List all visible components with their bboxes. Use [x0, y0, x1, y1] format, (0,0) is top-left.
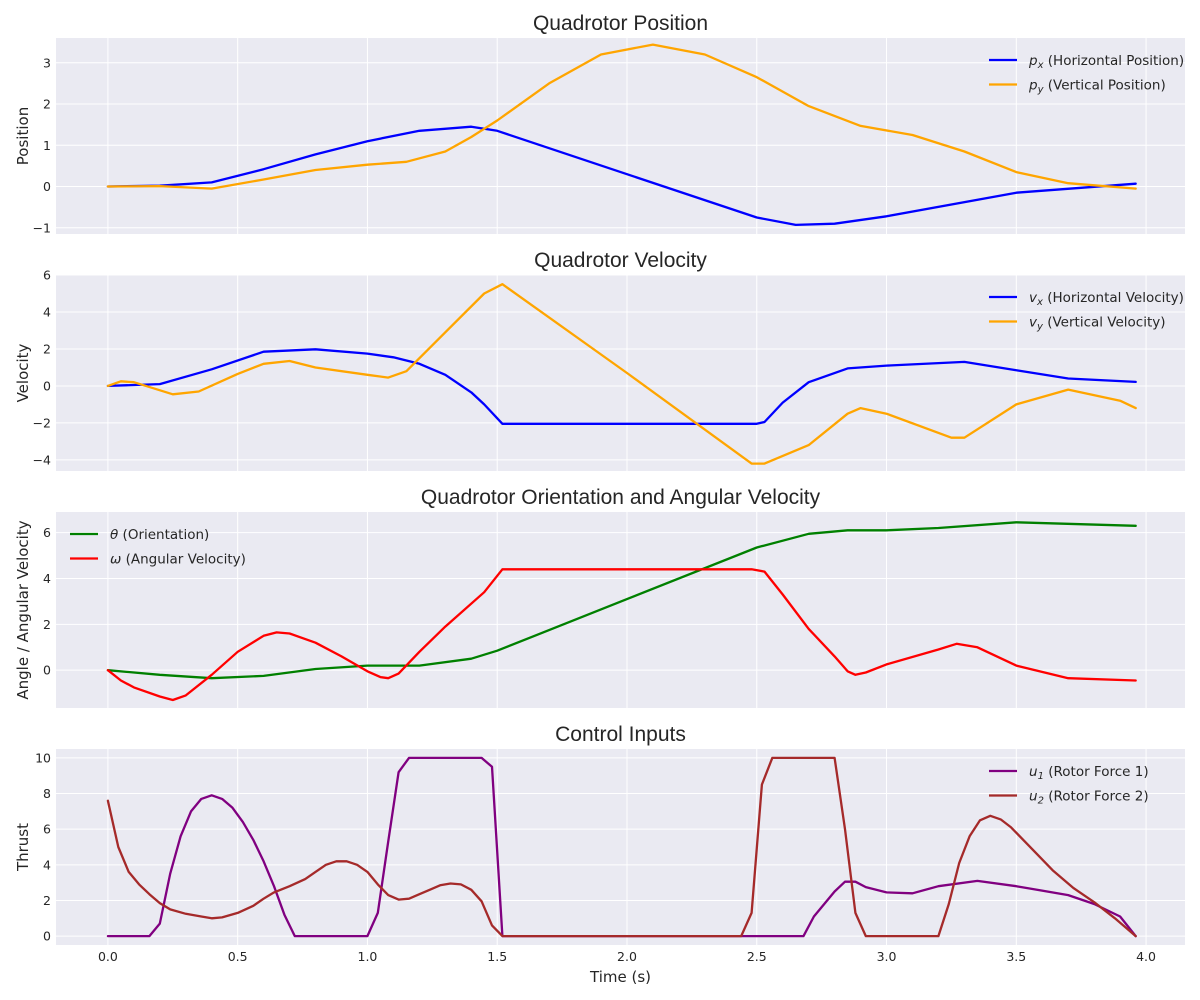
y-tick-label: 2 [43, 341, 51, 356]
x-tick-label: 1.5 [487, 949, 507, 964]
x-tick-label: 0.0 [98, 949, 118, 964]
y-tick-label: 0 [43, 179, 51, 194]
series-line-1 [106, 348, 1137, 425]
x-tick-label: 1.0 [358, 949, 378, 964]
y-tick-label: 0 [43, 378, 51, 393]
x-tick-label: 0.5 [228, 949, 248, 964]
series-line-1 [106, 756, 1137, 938]
series-line-1 [106, 521, 1137, 680]
legend-label: py (Vertical Position) [1028, 78, 1166, 96]
y-tick-label: 6 [43, 822, 51, 837]
plot-background [56, 38, 1185, 234]
y-tick-label: 4 [43, 571, 51, 586]
legend-label: u1 (Rotor Force 1) [1029, 764, 1149, 782]
x-tick-label: 4.0 [1136, 949, 1156, 964]
series-line-2 [106, 43, 1137, 190]
chart-panel-3: Quadrotor Orientation and Angular Veloci… [14, 486, 1185, 708]
series-line-2 [106, 568, 1137, 702]
y-tick-label: 2 [43, 617, 51, 632]
chart-title: Control Inputs [555, 723, 686, 746]
y-tick-label: 3 [43, 55, 51, 70]
y-tick-label: 2 [43, 893, 51, 908]
y-axis-label: Thrust [14, 823, 32, 872]
series-line-2 [106, 756, 1137, 938]
x-axis-label: Time (s) [589, 968, 651, 986]
y-tick-label: 0 [43, 663, 51, 678]
series-line-2 [106, 283, 1137, 465]
y-tick-label: 0 [43, 929, 51, 944]
chart-title: Quadrotor Orientation and Angular Veloci… [421, 486, 821, 509]
y-tick-label: 10 [35, 750, 51, 765]
y-tick-label: 6 [43, 268, 51, 283]
chart-title: Quadrotor Position [533, 12, 708, 35]
plot-background [56, 749, 1185, 945]
chart-panel-2: Quadrotor Velocity −4 −2 0 2 4 6 Velocity vx (Ho… [14, 249, 1185, 471]
legend-label: px (Horizontal Position) [1028, 53, 1184, 71]
y-axis-label: Angle / Angular Velocity [14, 520, 32, 699]
legend-label: vx (Horizontal Velocity) [1029, 290, 1184, 308]
plot-background [56, 512, 1185, 708]
y-tick-label: −4 [33, 452, 51, 467]
legend-label: vy (Vertical Velocity) [1029, 315, 1166, 333]
y-tick-label: 8 [43, 786, 51, 801]
chart-panel-4: Control Inputs 0 2 4 6 8 10 0.0 0.5 1.0 1.5 2.0 2.5 3… [14, 723, 1185, 986]
x-tick-label: 2.5 [747, 949, 767, 964]
x-tick-label: 2.0 [617, 949, 637, 964]
y-tick-label: 1 [43, 138, 51, 153]
legend-label: u2 (Rotor Force 2) [1029, 789, 1149, 807]
y-tick-label: −2 [33, 415, 51, 430]
plot-background [56, 275, 1185, 471]
x-tick-label: 3.0 [877, 949, 897, 964]
y-tick-label: 2 [43, 97, 51, 112]
y-tick-label: −1 [33, 220, 51, 235]
y-tick-label: 4 [43, 304, 51, 319]
y-axis-label: Velocity [14, 343, 32, 402]
chart-title: Quadrotor Velocity [534, 249, 707, 272]
chart-panel-1: Quadrotor Position −1 0 1 2 3 Position px (Hori… [14, 12, 1185, 235]
y-tick-label: 4 [43, 857, 51, 872]
legend-label: θ (Orientation) [110, 527, 209, 543]
y-tick-label: 6 [43, 525, 51, 540]
legend-label: ω (Angular Velocity) [110, 552, 246, 568]
y-axis-label: Position [14, 107, 32, 165]
x-tick-label: 3.5 [1006, 949, 1026, 964]
